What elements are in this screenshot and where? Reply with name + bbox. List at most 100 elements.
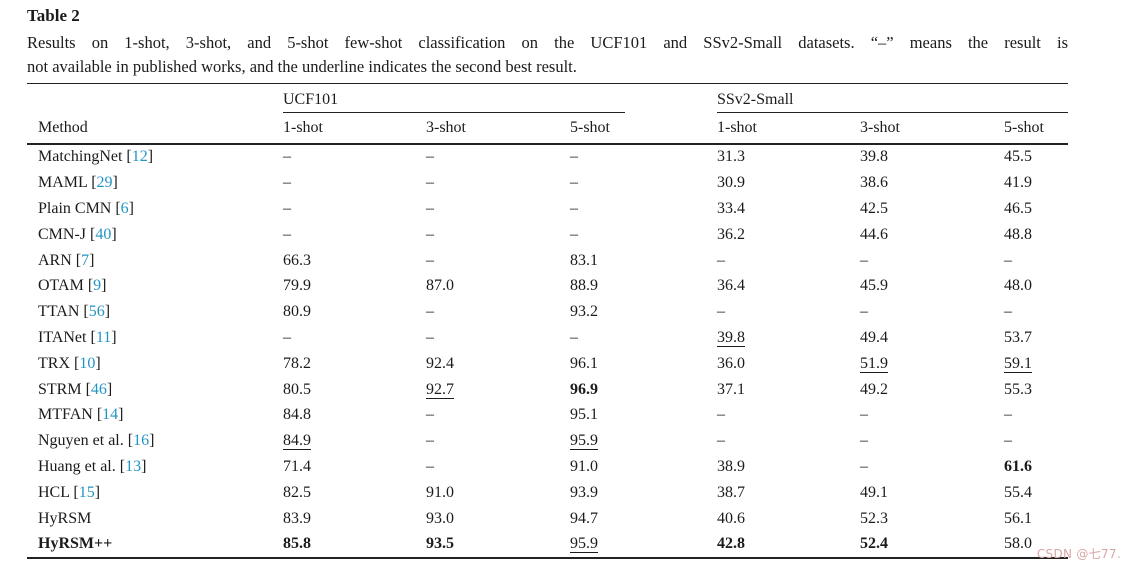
table-row: ARN [7] 66.3 – 83.1 – – – — [27, 248, 1068, 274]
citation-link[interactable]: 13 — [125, 457, 142, 475]
value: 36.0 — [717, 354, 745, 372]
value-cell: – — [426, 196, 570, 222]
value: 91.0 — [426, 483, 454, 501]
citation-link[interactable]: 10 — [79, 354, 96, 372]
caption-text-line-1: Results on 1-shot, 3-shot, and 5-shot fe… — [27, 33, 1068, 52]
value-cell: 95.1 — [570, 402, 717, 428]
value-cell: – — [570, 170, 717, 196]
citation-link[interactable]: 40 — [95, 225, 112, 243]
value-cell: 59.1 — [1004, 351, 1068, 377]
citation-link[interactable]: 9 — [93, 277, 102, 295]
value: – — [426, 199, 434, 217]
value: – — [570, 225, 578, 243]
value: 84.8 — [283, 406, 311, 424]
value-cell: – — [426, 222, 570, 248]
value: 33.4 — [717, 199, 745, 217]
value: – — [1004, 303, 1012, 321]
value: 80.9 — [283, 303, 311, 321]
value: 46.5 — [1004, 199, 1032, 217]
value: 41.9 — [1004, 174, 1032, 192]
group-header-row: UCF101 SSv2-Small — [27, 84, 1069, 113]
column-header-ucf101-5shot: 5-shot — [570, 112, 717, 145]
best-value: 96.9 — [570, 380, 598, 398]
table-caption: Table 2 Results on 1-shot, 3-shot, and 5… — [27, 6, 1068, 79]
value-cell: – — [426, 402, 570, 428]
best-value: 52.4 — [860, 535, 888, 553]
second-best-value: 95.9 — [570, 432, 598, 450]
citation-link[interactable]: 6 — [120, 199, 129, 217]
method-name: HyRSM — [38, 509, 92, 527]
value-cell: 80.9 — [283, 299, 426, 325]
value-cell: – — [860, 402, 1004, 428]
citation-link[interactable]: 12 — [131, 148, 148, 166]
value: 66.3 — [283, 251, 311, 269]
value: 38.6 — [860, 174, 888, 192]
second-best-value: 95.9 — [570, 535, 598, 553]
value: – — [717, 303, 725, 321]
value-cell: – — [860, 454, 1004, 480]
value-cell: 31.3 — [717, 144, 860, 171]
citation-link[interactable]: 29 — [96, 174, 113, 192]
method-name: ITANet — [38, 328, 87, 346]
citation-link[interactable]: 46 — [90, 380, 107, 398]
value-cell: 39.8 — [717, 325, 860, 351]
method-name: TTAN — [38, 303, 80, 321]
method-cell: STRM [46] — [38, 380, 113, 398]
watermark: CSDN @七77. — [1036, 547, 1121, 561]
value-cell: 93.9 — [570, 480, 717, 506]
value: – — [426, 174, 434, 192]
table-row: HyRSM 83.9 93.0 94.7 40.6 52.3 56.1 — [27, 506, 1068, 532]
group-label-ssv2: SSv2-Small — [717, 90, 794, 108]
value: 42.5 — [860, 199, 888, 217]
value: 80.5 — [283, 380, 311, 398]
group-header-spacer — [27, 84, 283, 113]
method-cell: CMN-J [40] — [38, 225, 117, 243]
value: 36.4 — [717, 277, 745, 295]
value: – — [426, 225, 434, 243]
method-name: STRM — [38, 380, 82, 398]
value: – — [426, 303, 434, 321]
value: 36.2 — [717, 225, 745, 243]
column-header-row: Method 1-shot 3-shot 5-shot 1-shot 3-sho… — [27, 112, 1069, 145]
value-cell: 93.0 — [426, 506, 570, 532]
value: 49.2 — [860, 380, 888, 398]
citation-link[interactable]: 56 — [88, 303, 105, 321]
value: 45.9 — [860, 277, 888, 295]
value-cell: 44.6 — [860, 222, 1004, 248]
value-cell: 56.1 — [1004, 506, 1068, 532]
group-header-ssv2: SSv2-Small — [717, 84, 1069, 113]
value-cell: – — [426, 325, 570, 351]
method-name: Huang et al. — [38, 457, 116, 475]
value-cell: – — [1004, 428, 1068, 454]
method-cell: HCL [15] — [38, 483, 101, 501]
citation-link[interactable]: 11 — [95, 328, 112, 346]
value-cell: – — [570, 222, 717, 248]
citation-link[interactable]: 14 — [102, 406, 119, 424]
value: 96.1 — [570, 354, 598, 372]
column-header-ssv2-1shot: 1-shot — [717, 112, 860, 145]
method-name: CMN-J — [38, 225, 87, 243]
value-cell: – — [283, 170, 426, 196]
value: 48.8 — [1004, 225, 1032, 243]
table-row: OTAM [9] 79.9 87.0 88.9 36.4 45.9 48.0 — [27, 273, 1068, 299]
value: 49.4 — [860, 328, 888, 346]
value-cell: 52.4 — [860, 531, 1004, 558]
citation-link[interactable]: 15 — [78, 483, 95, 501]
table-row: STRM [46] 80.5 92.7 96.9 37.1 49.2 55.3 — [27, 377, 1068, 403]
value: – — [570, 328, 578, 346]
value-cell: – — [426, 170, 570, 196]
caption-text-line-2: not available in published works, and th… — [27, 57, 577, 76]
value-cell: 83.9 — [283, 506, 426, 532]
value-cell: 49.4 — [860, 325, 1004, 351]
value-cell: 91.0 — [570, 454, 717, 480]
citation-link[interactable]: 7 — [81, 251, 90, 269]
value: 71.4 — [283, 457, 311, 475]
citation-link[interactable]: 16 — [133, 432, 150, 450]
column-header-method: Method — [27, 112, 283, 145]
value-cell: – — [717, 248, 860, 274]
value-cell: 88.9 — [570, 273, 717, 299]
method-cell: Nguyen et al. [16] — [38, 432, 155, 450]
value: 94.7 — [570, 509, 598, 527]
value-cell: – — [860, 428, 1004, 454]
value-cell: 95.9 — [570, 428, 717, 454]
